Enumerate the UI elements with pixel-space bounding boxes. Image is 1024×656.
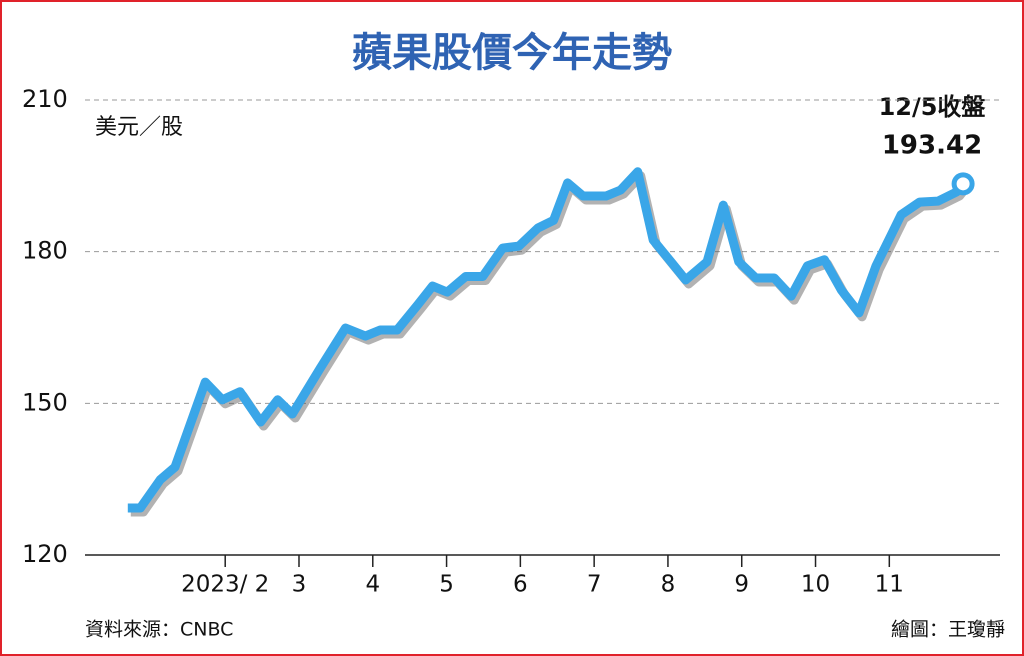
x-tick-label: 11 xyxy=(875,572,904,598)
credit: 繪圖：王瓊靜 xyxy=(891,619,1005,641)
y-tick-label: 120 xyxy=(22,540,68,568)
x-tick-label: 3 xyxy=(292,572,307,598)
y-tick-label: 150 xyxy=(22,388,68,416)
y-tick-label: 180 xyxy=(22,237,68,265)
y-axis-label: 美元／股 xyxy=(95,115,183,140)
x-tick-label: 7 xyxy=(587,572,602,598)
source: 資料來源：CNBC xyxy=(85,619,233,641)
x-tick-label: 5 xyxy=(439,572,454,598)
x-tick-label: 2023/ 2 xyxy=(181,572,269,598)
end-point xyxy=(951,172,975,196)
x-tick-label: 10 xyxy=(801,572,830,598)
y-tick-label: 210 xyxy=(22,85,68,113)
x-tick-label: 4 xyxy=(365,572,380,598)
annotation: 12/5收盤 xyxy=(879,93,987,121)
chart-title: 蘋果股價今年走勢 xyxy=(352,30,672,76)
x-tick-label: 6 xyxy=(513,572,528,598)
x-tick-label: 8 xyxy=(661,572,676,598)
line xyxy=(127,167,967,513)
x-tick-label: 9 xyxy=(734,572,749,598)
last-value-label: 193.42 xyxy=(882,131,982,161)
